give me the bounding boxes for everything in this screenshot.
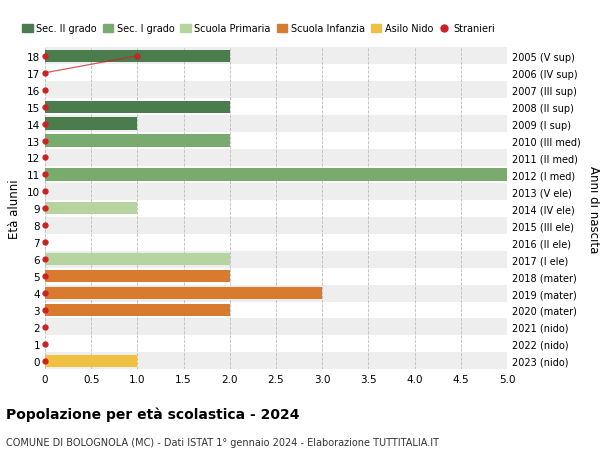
Text: Popolazione per età scolastica - 2024: Popolazione per età scolastica - 2024 xyxy=(6,406,299,421)
Bar xyxy=(45,270,230,283)
Bar xyxy=(45,201,507,217)
Bar xyxy=(45,203,137,215)
Bar xyxy=(45,217,507,234)
Bar xyxy=(45,251,507,268)
Bar xyxy=(45,82,507,99)
Text: COMUNE DI BOLOGNOLA (MC) - Dati ISTAT 1° gennaio 2024 - Elaborazione TUTTITALIA.: COMUNE DI BOLOGNOLA (MC) - Dati ISTAT 1°… xyxy=(6,437,439,447)
Bar xyxy=(45,336,507,353)
Bar xyxy=(45,184,507,201)
Y-axis label: Anni di nascita: Anni di nascita xyxy=(587,165,600,252)
Legend: Sec. II grado, Sec. I grado, Scuola Primaria, Scuola Infanzia, Asilo Nido, Stran: Sec. II grado, Sec. I grado, Scuola Prim… xyxy=(22,24,495,34)
Bar xyxy=(45,304,230,316)
Bar xyxy=(45,234,507,251)
Bar xyxy=(45,268,507,285)
Bar xyxy=(45,167,507,184)
Bar xyxy=(45,116,507,133)
Bar xyxy=(45,99,507,116)
Bar xyxy=(45,253,230,266)
Bar xyxy=(45,319,507,336)
Bar xyxy=(45,118,137,130)
Bar xyxy=(45,48,507,65)
Bar xyxy=(45,287,322,299)
Bar xyxy=(45,135,230,147)
Bar xyxy=(45,285,507,302)
Bar xyxy=(45,101,230,113)
Bar xyxy=(45,353,507,369)
Bar xyxy=(45,169,507,181)
Y-axis label: Età alunni: Età alunni xyxy=(8,179,22,239)
Bar xyxy=(45,302,507,319)
Bar xyxy=(45,355,137,367)
Bar xyxy=(45,50,230,63)
Bar xyxy=(45,150,507,167)
Bar xyxy=(45,65,507,82)
Bar xyxy=(45,133,507,150)
